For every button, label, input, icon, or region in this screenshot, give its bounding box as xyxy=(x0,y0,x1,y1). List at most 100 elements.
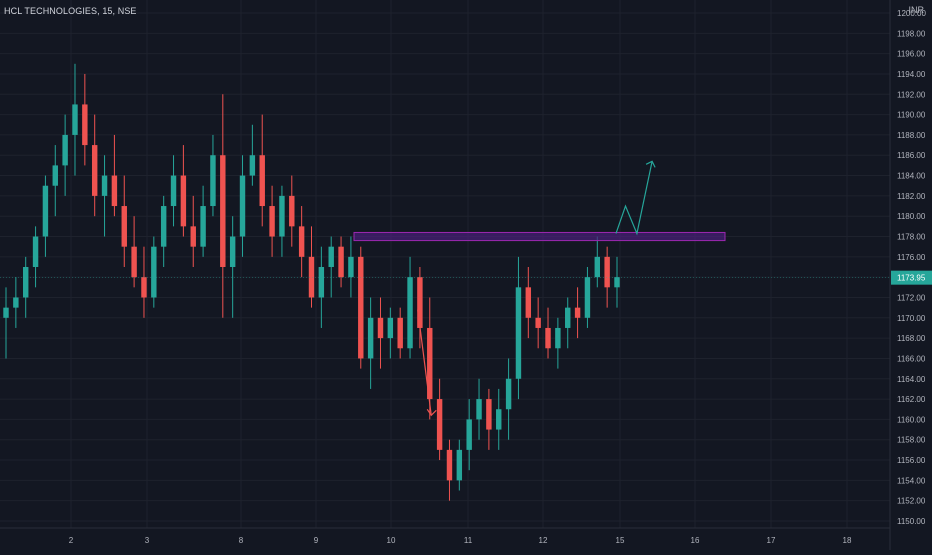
candle-body xyxy=(52,165,58,186)
candle-body xyxy=(594,256,601,278)
candle-body xyxy=(13,297,19,308)
candle-body xyxy=(436,399,443,450)
price-tick-label: 1170.00 xyxy=(897,314,926,323)
last-price-label: 1173.95 xyxy=(897,274,926,283)
candle-body xyxy=(101,175,108,196)
candle-body xyxy=(456,449,463,481)
candle-body xyxy=(367,317,374,359)
candle-body xyxy=(249,155,256,176)
price-tick-label: 1180.00 xyxy=(897,212,926,221)
candle-body xyxy=(308,256,315,298)
candle-body xyxy=(289,195,295,227)
currency-label: INR xyxy=(908,5,925,15)
time-tick-label: 3 xyxy=(145,536,150,545)
bearish-arrow xyxy=(417,309,432,416)
candle-body xyxy=(170,175,177,207)
candle-body xyxy=(535,317,541,328)
candle-body xyxy=(131,246,137,278)
price-tick-label: 1192.00 xyxy=(897,90,926,99)
candle-body xyxy=(269,206,275,237)
candle-body xyxy=(446,449,453,481)
candle-body xyxy=(427,327,433,400)
candle-body xyxy=(160,206,167,247)
price-tick-label: 1158.00 xyxy=(897,436,926,445)
candle-body xyxy=(486,399,492,430)
candle-body xyxy=(62,134,68,166)
price-tick-label: 1200.00 xyxy=(897,9,926,18)
price-tick-label: 1194.00 xyxy=(897,70,926,79)
candle-body xyxy=(3,307,9,318)
candle-body xyxy=(151,246,157,298)
time-tick-label: 2 xyxy=(69,536,74,545)
time-tick-label: 12 xyxy=(539,536,548,545)
price-tick-label: 1198.00 xyxy=(897,29,926,38)
bullish-arrowhead xyxy=(645,160,656,168)
price-tick-label: 1164.00 xyxy=(897,375,926,384)
candle-body xyxy=(574,307,581,318)
symbol-title: HCL TECHNOLOGIES, 15, NSE xyxy=(4,6,137,16)
candle-body xyxy=(565,307,571,328)
candle-body xyxy=(220,155,226,267)
time-tick-label: 10 xyxy=(387,536,396,545)
time-tick-label: 15 xyxy=(616,536,625,545)
candle-body xyxy=(42,185,49,237)
candle-body xyxy=(279,195,285,237)
candle-body xyxy=(407,277,413,349)
candle-body xyxy=(525,287,532,318)
candle-body xyxy=(476,399,482,420)
candle-body xyxy=(614,277,620,288)
candle-body xyxy=(190,226,196,247)
price-tick-label: 1160.00 xyxy=(897,415,926,424)
last-price-badge xyxy=(891,270,932,285)
time-tick-label: 11 xyxy=(464,536,473,545)
price-tick-label: 1166.00 xyxy=(897,354,926,363)
price-tick-label: 1182.00 xyxy=(897,192,926,201)
resistance-zone xyxy=(353,231,726,242)
candle-body xyxy=(328,246,334,267)
price-tick-label: 1196.00 xyxy=(897,50,926,59)
candle-body xyxy=(496,409,502,430)
price-tick-label: 1162.00 xyxy=(897,395,926,404)
candle-body xyxy=(180,175,187,227)
candle-body xyxy=(200,206,206,247)
candle-body xyxy=(82,104,88,146)
candle-body xyxy=(121,206,127,247)
candle-body xyxy=(141,277,147,298)
candle-body xyxy=(259,155,265,207)
candle-body xyxy=(111,175,118,207)
time-tick-label: 18 xyxy=(843,536,852,545)
candle-body xyxy=(22,267,29,298)
candle-body xyxy=(505,378,512,410)
candle-body xyxy=(239,175,246,237)
bullish-projection xyxy=(615,161,653,236)
time-tick-label: 9 xyxy=(314,536,319,545)
price-tick-label: 1184.00 xyxy=(897,172,926,181)
candle-body xyxy=(91,145,98,196)
candle-body xyxy=(397,317,403,349)
candle-body xyxy=(229,236,236,267)
candle-body xyxy=(377,317,384,339)
price-tick-label: 1150.00 xyxy=(897,517,926,526)
candle-body xyxy=(358,256,364,359)
candle-body xyxy=(555,327,561,349)
price-tick-label: 1186.00 xyxy=(897,151,926,160)
candle-body xyxy=(584,277,591,318)
price-tick-label: 1152.00 xyxy=(897,497,926,506)
price-tick-label: 1178.00 xyxy=(897,233,926,242)
price-tick-label: 1188.00 xyxy=(897,131,926,140)
time-tick-label: 16 xyxy=(691,536,700,545)
candle-body xyxy=(32,236,39,267)
candle-body xyxy=(348,256,354,278)
price-tick-label: 1156.00 xyxy=(897,456,926,465)
candle-body xyxy=(417,277,423,328)
candle-body xyxy=(466,419,472,450)
candle-body xyxy=(318,267,325,298)
price-tick-label: 1190.00 xyxy=(897,111,926,120)
candle-body xyxy=(515,287,522,379)
time-tick-label: 17 xyxy=(767,536,776,545)
candle-body xyxy=(210,155,216,207)
candle-body xyxy=(72,104,78,135)
bearish-arrowhead xyxy=(426,409,437,417)
